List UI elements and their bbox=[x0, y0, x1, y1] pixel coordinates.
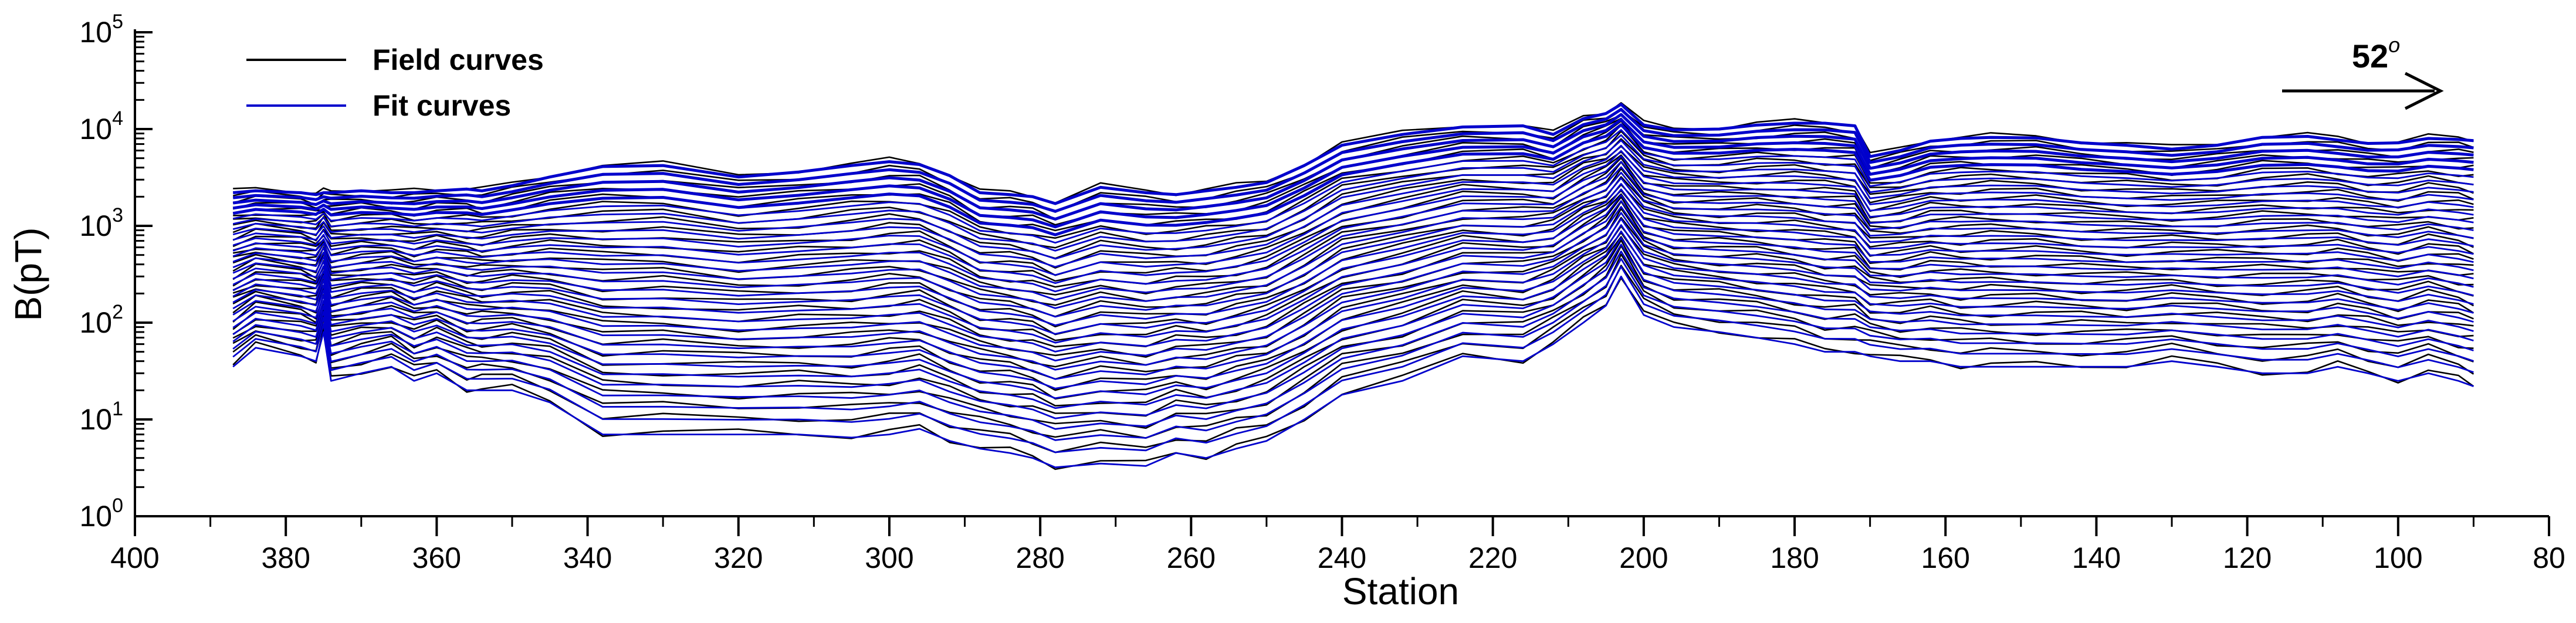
field-curve bbox=[232, 239, 2474, 417]
field-curve bbox=[232, 216, 2475, 380]
fit-curve bbox=[232, 177, 2474, 318]
x-tick-label: 100 bbox=[2374, 541, 2422, 574]
fit-curve bbox=[232, 108, 2474, 213]
x-tick-label: 320 bbox=[714, 541, 763, 574]
y-tick-label: 105 bbox=[79, 11, 123, 49]
fit-curve bbox=[232, 155, 2474, 285]
fit-curve bbox=[232, 224, 2474, 390]
x-tick-label: 360 bbox=[412, 541, 461, 574]
fit-curve bbox=[232, 243, 2474, 419]
fit-curve bbox=[232, 166, 2474, 301]
fit-curve bbox=[232, 123, 2474, 236]
y-tick-label: 100 bbox=[79, 495, 123, 533]
fit-curve bbox=[232, 266, 2474, 453]
field-curve bbox=[232, 196, 2474, 348]
x-tick-label: 380 bbox=[261, 541, 310, 574]
x-tick-label: 140 bbox=[2072, 541, 2121, 574]
x-tick-label: 300 bbox=[865, 541, 913, 574]
fit-curve bbox=[232, 275, 2474, 469]
fit-curve bbox=[232, 212, 2474, 371]
x-tick-label: 280 bbox=[1015, 541, 1064, 574]
fit-curve bbox=[232, 150, 2474, 276]
field-curve bbox=[233, 120, 2474, 232]
x-tick-label: 220 bbox=[1468, 541, 1517, 574]
fit-curve bbox=[232, 129, 2474, 244]
fit-curve bbox=[232, 200, 2474, 353]
legend-label: Fit curves bbox=[373, 89, 511, 122]
plot-area bbox=[232, 102, 2475, 470]
field-curve bbox=[232, 168, 2474, 306]
field-curve bbox=[233, 124, 2474, 239]
fit-curve bbox=[232, 118, 2474, 229]
field-curve bbox=[232, 161, 2474, 296]
fit-curve bbox=[232, 171, 2474, 309]
field-curve bbox=[232, 157, 2474, 288]
fit-curve bbox=[232, 218, 2474, 380]
fit-curve bbox=[232, 103, 2474, 205]
fit-curve bbox=[232, 134, 2474, 252]
fit-curve bbox=[232, 250, 2474, 430]
y-tick-label: 102 bbox=[79, 301, 123, 339]
y-tick-label: 103 bbox=[79, 204, 123, 242]
direction-arrow-head bbox=[2404, 72, 2444, 110]
direction-annotation: 52o bbox=[2282, 33, 2444, 110]
field-curve bbox=[232, 109, 2474, 213]
x-axis-title: Station bbox=[1342, 570, 1459, 612]
fit-curve bbox=[232, 230, 2474, 399]
x-tick-label: 80 bbox=[2533, 541, 2565, 574]
fit-curve bbox=[232, 188, 2474, 335]
x-tick-label: 240 bbox=[1318, 541, 1366, 574]
x-tick-label: 180 bbox=[1770, 541, 1819, 574]
x-tick-label: 340 bbox=[563, 541, 612, 574]
x-tick-label: 200 bbox=[1619, 541, 1668, 574]
field-curve bbox=[232, 245, 2474, 429]
fit-curve bbox=[232, 139, 2474, 260]
fit-curve bbox=[232, 258, 2474, 441]
x-tick-label: 400 bbox=[110, 541, 159, 574]
field-curve bbox=[232, 201, 2474, 358]
x-tick-label: 260 bbox=[1167, 541, 1216, 574]
fit-curve bbox=[232, 194, 2474, 344]
fit-curve bbox=[232, 113, 2474, 221]
fit-curve bbox=[232, 236, 2474, 409]
y-tick-label: 101 bbox=[79, 398, 123, 436]
x-tick-label: 160 bbox=[1921, 541, 1970, 574]
fit-curve bbox=[232, 206, 2474, 362]
fit-curve bbox=[232, 182, 2474, 326]
axes: 400 380 360 340 320 300 280 260 240 220 200 180 160 1… bbox=[7, 11, 2565, 612]
fit-curve bbox=[232, 161, 2474, 293]
y-tick-label: 104 bbox=[79, 107, 123, 145]
direction-angle-label: 52o bbox=[2352, 33, 2400, 75]
y-axis-title: B(pT) bbox=[7, 228, 49, 321]
x-tick-label: 120 bbox=[2223, 541, 2272, 574]
fit-curve bbox=[232, 144, 2474, 268]
field-curve bbox=[233, 130, 2474, 249]
legend-label: Field curves bbox=[373, 43, 544, 76]
legend: Field curves Fit curves bbox=[246, 43, 544, 122]
field-curve bbox=[232, 265, 2475, 453]
